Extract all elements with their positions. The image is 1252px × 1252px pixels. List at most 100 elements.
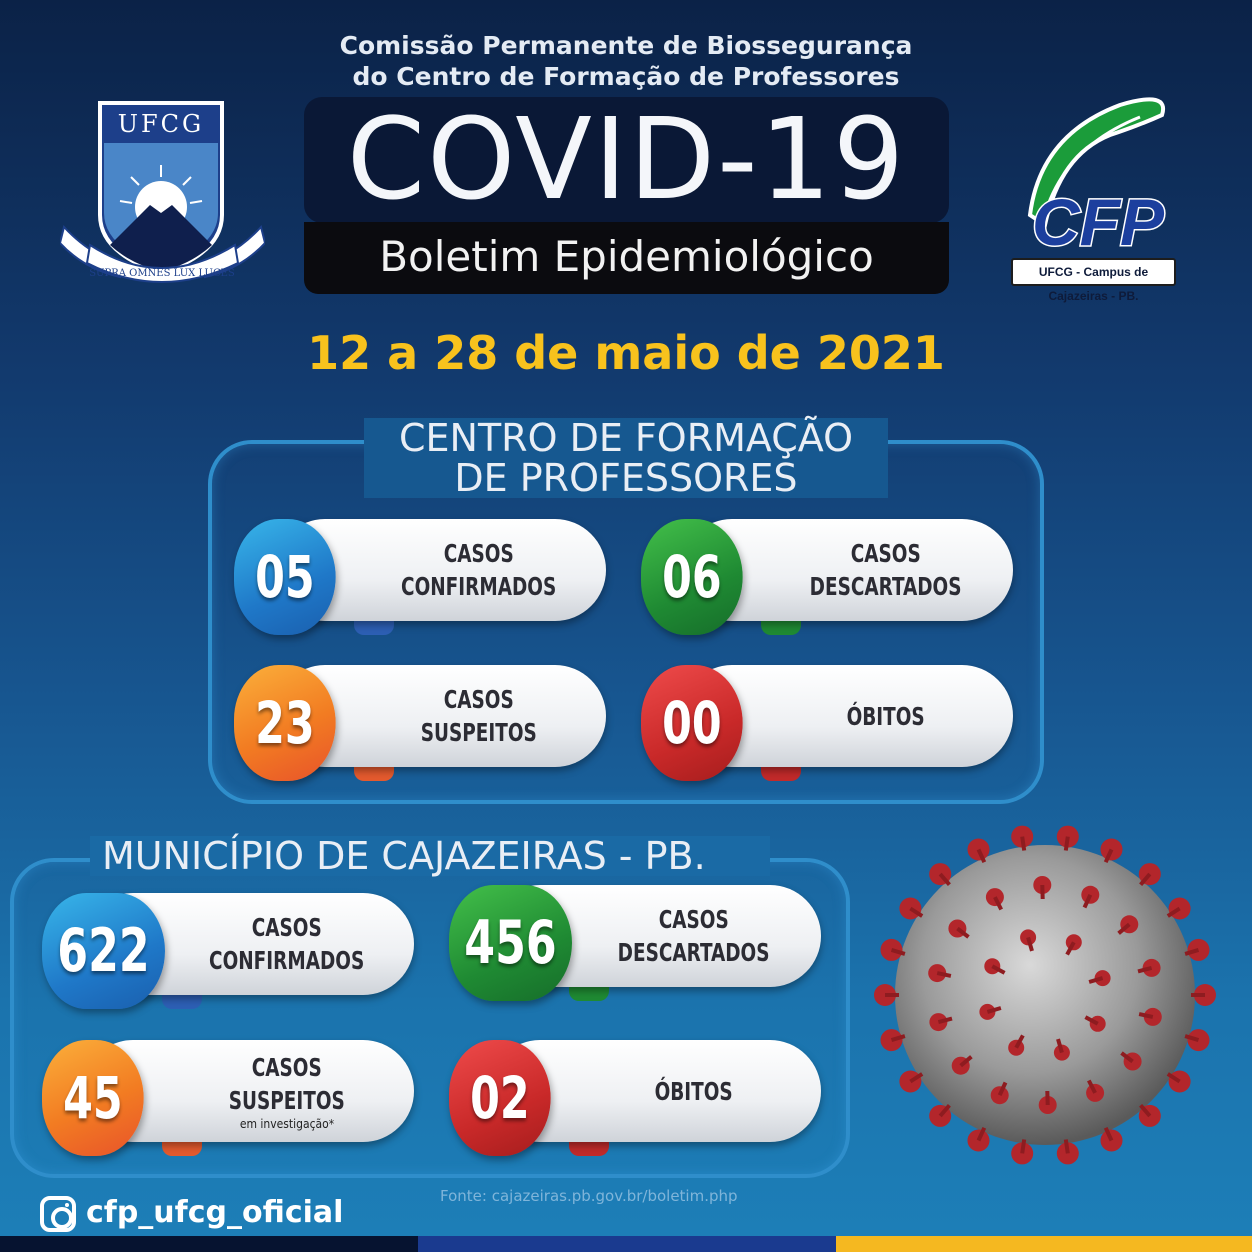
cfp-discarded-card: 06 CASOS DESCARTADOS [641,519,1013,635]
cfp-deaths-label: ÓBITOS [846,701,926,731]
virus-spike-stem [1088,976,1104,984]
cfp-suspected-value: 23 [234,665,336,781]
virus-spike-stem [936,971,952,978]
coronavirus-illustration [874,825,1216,1165]
virus-spike-stem [890,1034,906,1043]
footer-bar-yellow [836,1236,1252,1252]
virus-spike-stem [1082,893,1093,909]
virus-spike-stem [993,896,1003,911]
cfp-logo-text: CFP [1032,185,1165,259]
virus-spike [1100,838,1123,861]
city-deaths-value: 02 [449,1040,551,1156]
footer-bar-blue [418,1236,836,1252]
virus-spike-stem [956,926,970,939]
cfp-confirmed-label: CASOS CONFIRMADOS [401,539,557,601]
virus-spike-stem [1020,836,1027,851]
instagram-icon [40,1196,76,1232]
virus-spike [1011,1142,1034,1165]
cfp-suspected-label: CASOS SUSPEITOS [420,685,538,747]
virus-spike-stem [1063,836,1070,851]
virus-spike-stem [1103,1126,1114,1142]
virus-spike-stem [1020,1139,1027,1154]
virus-spike-stem [959,1055,973,1068]
virus-spike-stem [976,1126,987,1142]
cfp-suspected-card: 23 CASOS SUSPEITOS [234,665,606,781]
city-deaths-label: ÓBITOS [654,1076,734,1106]
virus-spike-stem [1014,1034,1025,1049]
city-suspected-label: CASOS SUSPEITOS em investigação* [228,1053,346,1131]
virus-spike-stem [1138,1012,1154,1019]
city-discarded-label: CASOS DESCARTADOS [618,905,770,967]
virus-spike-stem [1063,1139,1070,1154]
virus-spike-stem [1117,922,1131,935]
city-confirmed-value: 622 [42,893,165,1009]
cfp-section-title-line1: CENTRO DE FORMAÇÃO [399,416,853,460]
virus-spike-stem [1103,848,1114,864]
virus-spike-stem [1139,872,1152,887]
bulletin-subtitle: Boletim Epidemiológico [379,232,874,281]
commission-title-line1: Comissão Permanente de Biossegurança [339,31,913,60]
ufcg-logo-motto: SUPRA OMNES LUX LUCES [89,268,235,279]
virus-spike [985,888,1004,907]
virus-spike-stem [1056,1038,1064,1054]
virus-spike-stem [1137,965,1153,974]
city-suspected-card: 45 CASOS SUSPEITOS em investigação* [42,1040,414,1156]
cfp-section-title: CENTRO DE FORMAÇÃO DE PROFESSORES [364,418,888,498]
virus-spike [1081,885,1100,904]
covid-title-box [304,97,949,223]
city-suspected-note: em investigação* [239,1117,335,1131]
instagram-handle[interactable]: cfp_ufcg_oficial [40,1193,344,1233]
cfp-discarded-label: CASOS DESCARTADOS [810,539,962,601]
footer-bar-dark [0,1236,418,1252]
virus-spike-stem [976,848,987,864]
cfp-logo: CFP [1027,97,1166,261]
instagram-handle-text: cfp_ufcg_oficial [86,1195,344,1230]
city-deaths-card: 02 ÓBITOS [449,1040,821,1156]
covid-title: COVID-19 [346,95,907,225]
virus-spike-stem [1166,906,1181,918]
virus-spike [1100,1129,1123,1152]
virus-spike [1056,825,1079,848]
virus-spike-stem [890,947,906,956]
city-section-title: MUNICÍPIO DE CAJAZEIRAS - PB. [90,836,770,876]
virus-spike-stem [1087,1079,1097,1094]
city-confirmed-card: 622 CASOS CONFIRMADOS [42,893,414,1009]
virus-spike [1011,825,1034,848]
virus-spike-stem [1084,1015,1099,1026]
virus-spike-stem [937,1016,953,1025]
source-note: Fonte: cajazeiras.pb.gov.br/boletim.php [440,1187,738,1205]
virus-spike-stem [1166,1072,1181,1084]
date-range: 12 a 28 de maio de 2021 [307,326,945,380]
commission-title-line2: do Centro de Formação de Professores [352,62,900,91]
city-confirmed-label: CASOS CONFIRMADOS [209,913,365,975]
virus-spike [1086,1083,1105,1102]
ufcg-logo: UFCG SUPRA OMNES LUX LUCES [60,101,265,283]
virus-spike-stem [938,872,951,887]
virus-spike-stem [1184,1034,1200,1043]
cfp-deaths-value: 00 [641,665,743,781]
cfp-deaths-card: 00 ÓBITOS [641,665,1013,781]
virus-spike-stem [938,1103,951,1118]
cfp-discarded-value: 06 [641,519,743,635]
virus-spike-stem [991,964,1006,975]
virus-spike-stem [909,906,924,918]
virus-spike-stem [1139,1103,1152,1118]
bulletin-box [304,222,949,294]
city-discarded-value: 456 [449,885,572,1001]
ufcg-logo-text: UFCG [118,110,204,138]
virus-spike-stem [986,1006,1002,1014]
cfp-campus-tag: UFCG - Campus de Cajazeiras - PB. [1011,258,1176,303]
cfp-section-title-line2: DE PROFESSORES [454,456,798,500]
virus-spike [1056,1142,1079,1165]
virus-spike [1143,1007,1162,1026]
virus-spike-stem [1026,936,1034,952]
city-discarded-card: 456 CASOS DESCARTADOS [449,885,821,1001]
cfp-confirmed-card: 05 CASOS CONFIRMADOS [234,519,606,635]
virus-spike-stem [909,1072,924,1084]
virus-spike [1065,934,1082,951]
virus-spike-stem [1184,947,1200,956]
virus-spike-stem [1120,1051,1134,1064]
virus-spike-stem [997,1081,1008,1097]
cfp-confirmed-value: 05 [234,519,336,635]
virus-spike [984,958,1001,975]
